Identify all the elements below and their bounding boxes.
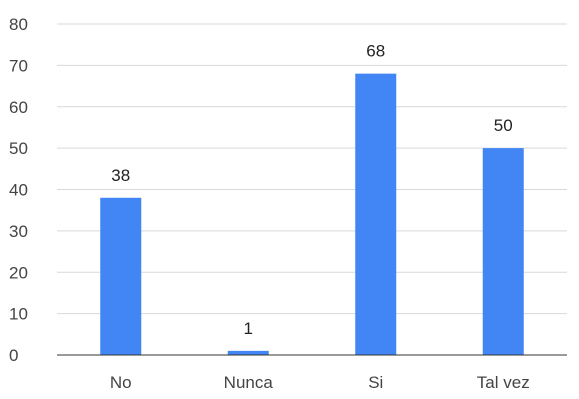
bar-no <box>100 197 142 355</box>
data-label: 50 <box>494 116 513 135</box>
y-tick-label: 80 <box>9 15 28 34</box>
y-tick-label: 40 <box>9 181 28 200</box>
y-tick-label: 30 <box>9 222 28 241</box>
x-tick-label: Si <box>368 373 383 392</box>
y-tick-label: 50 <box>9 139 28 158</box>
bar-nunca <box>227 350 269 355</box>
y-axis-tick-labels: 0 10 20 30 40 50 60 70 80 <box>9 15 28 365</box>
x-tick-label: Tal vez <box>477 373 530 392</box>
data-labels: 38 1 68 50 <box>111 42 512 338</box>
x-axis-tick-labels: No Nunca Si Tal vez <box>110 373 530 392</box>
y-tick-label: 70 <box>9 56 28 75</box>
x-tick-label: Nunca <box>224 373 274 392</box>
gridlines <box>57 23 567 315</box>
data-label: 38 <box>111 166 130 185</box>
bar-tal-vez <box>482 148 524 355</box>
data-label: 68 <box>366 42 385 61</box>
x-tick-label: No <box>110 373 132 392</box>
data-label: 1 <box>244 319 253 338</box>
bars <box>100 73 524 356</box>
y-tick-label: 20 <box>9 263 28 282</box>
y-tick-label: 0 <box>9 346 18 365</box>
bar-si <box>355 73 397 356</box>
y-tick-label: 10 <box>9 305 28 324</box>
y-tick-label: 60 <box>9 98 28 117</box>
